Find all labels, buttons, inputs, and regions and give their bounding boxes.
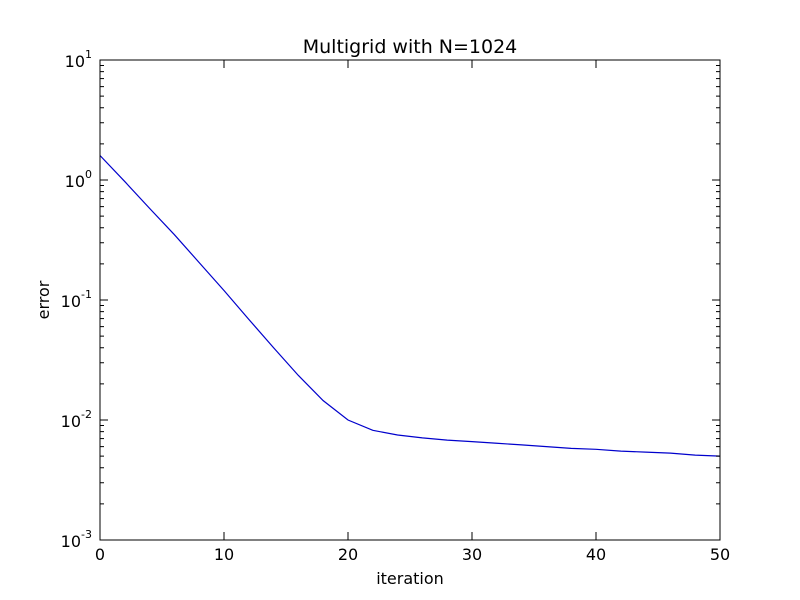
y-tick-label: 10-1	[61, 288, 92, 311]
y-tick-label: 101	[65, 48, 92, 71]
y-axis-label: error	[34, 280, 53, 319]
series-layer	[99, 155, 721, 457]
x-tick-label: 30	[462, 545, 482, 564]
x-tick-labels: 0 10 20 30 40 50	[95, 545, 730, 564]
x-tick-label: 0	[95, 545, 105, 564]
series-line-0	[99, 155, 721, 457]
ticks-layer	[99, 59, 721, 541]
y-tick-label: 10-2	[61, 408, 92, 431]
chart-title: Multigrid with N=1024	[303, 36, 518, 58]
x-tick-label: 50	[710, 545, 730, 564]
y-tick-labels: 101 100 10-1 10-2 10-3	[61, 48, 92, 551]
x-tick-label: 10	[214, 545, 234, 564]
y-tick-label: 100	[65, 168, 92, 191]
x-axis-label: iteration	[376, 569, 444, 588]
x-tick-label: 20	[338, 545, 358, 564]
x-tick-label: 40	[586, 545, 606, 564]
y-tick-label: 10-3	[61, 528, 92, 551]
